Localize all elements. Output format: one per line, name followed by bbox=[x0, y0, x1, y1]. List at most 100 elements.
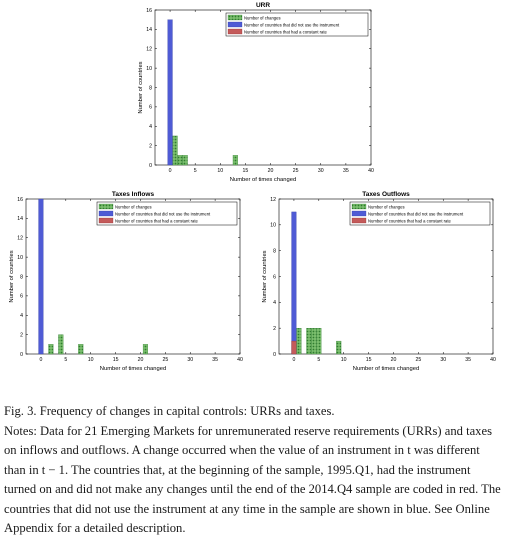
x-tick-label: 40 bbox=[368, 168, 374, 174]
y-tick-label: 6 bbox=[273, 274, 276, 280]
chart-panel-1: URR 0 5 10 15 20 25 30 35 40 0 2 4 6 8 10 12 14 16 Number o… bbox=[138, 2, 374, 183]
y-tick-label: 8 bbox=[273, 248, 276, 254]
chart-title: URR bbox=[256, 2, 270, 9]
bar-series-2 bbox=[167, 19, 173, 166]
x-tick-label: 5 bbox=[64, 357, 67, 363]
caption-notes: Notes: Data for 21 Emerging Markets for … bbox=[4, 423, 501, 536]
x-axis-label: Number of times changed bbox=[353, 366, 419, 372]
legend-entry: Number of changes bbox=[115, 204, 152, 209]
y-tick-label: 6 bbox=[149, 105, 152, 111]
y-tick-label: 10 bbox=[17, 255, 23, 261]
x-tick-label: 40 bbox=[237, 357, 243, 363]
x-axis-label: Number of times changed bbox=[230, 177, 296, 183]
bar-series-2 bbox=[291, 211, 297, 355]
legend-entry: Number of countries that had a constant … bbox=[115, 218, 199, 223]
bar-series-3 bbox=[291, 340, 297, 355]
legend-swatch bbox=[351, 210, 367, 217]
chart-title: Taxes Inflows bbox=[112, 191, 155, 198]
y-tick-label: 16 bbox=[146, 8, 152, 14]
legend-entry: Number of changes bbox=[368, 204, 405, 209]
x-tick-label: 20 bbox=[138, 357, 144, 363]
x-tick-label: 25 bbox=[293, 168, 299, 174]
y-tick-label: 14 bbox=[17, 216, 23, 222]
y-tick-label: 4 bbox=[149, 124, 152, 130]
x-tick-label: 30 bbox=[187, 357, 193, 363]
x-tick-label: 20 bbox=[268, 168, 274, 174]
chart-title: Taxes Outflows bbox=[362, 191, 410, 198]
legend-box bbox=[225, 12, 369, 37]
y-tick-label: 2 bbox=[149, 143, 152, 149]
x-tick-label: 10 bbox=[217, 168, 223, 174]
x-tick-label: 35 bbox=[465, 357, 471, 363]
x-tick-label: 10 bbox=[341, 357, 347, 363]
y-tick-label: 8 bbox=[20, 274, 23, 280]
legend-swatch bbox=[98, 217, 114, 224]
bar-series-1 bbox=[232, 155, 238, 166]
x-tick-label: 25 bbox=[415, 357, 421, 363]
y-tick-label: 2 bbox=[20, 332, 23, 338]
bar-series-1 bbox=[58, 334, 64, 355]
x-tick-label: 0 bbox=[39, 357, 42, 363]
y-tick-label: 12 bbox=[270, 197, 276, 203]
y-tick-label: 10 bbox=[146, 66, 152, 72]
legend-swatch bbox=[98, 203, 114, 210]
x-tick-label: 25 bbox=[162, 357, 168, 363]
y-tick-label: 14 bbox=[146, 27, 152, 33]
bar-series-1 bbox=[142, 344, 148, 355]
bar-series-1 bbox=[306, 328, 312, 355]
y-tick-label: 2 bbox=[273, 326, 276, 332]
y-tick-label: 4 bbox=[20, 313, 23, 319]
legend-entry: Number of countries that did not use the… bbox=[115, 211, 211, 216]
bar-series-1 bbox=[48, 344, 54, 355]
legend-swatch bbox=[351, 203, 367, 210]
legend-entry: Number of countries that did not use the… bbox=[368, 211, 464, 216]
bar-series-2 bbox=[38, 198, 44, 355]
y-tick-label: 12 bbox=[146, 47, 152, 53]
legend-box bbox=[349, 201, 491, 226]
x-axis-label: Number of times changed bbox=[100, 366, 166, 372]
legend-entry: Number of changes bbox=[244, 15, 281, 20]
legend-swatch bbox=[227, 14, 243, 21]
y-tick-label: 0 bbox=[273, 352, 276, 358]
figure-caption: Fig. 3. Frequency of changes in capital … bbox=[4, 402, 502, 539]
y-axis-label: Number of countries bbox=[9, 250, 15, 302]
legend-entry: Number of countries that had a constant … bbox=[244, 29, 328, 34]
bar-series-1 bbox=[182, 155, 188, 166]
x-tick-label: 30 bbox=[440, 357, 446, 363]
y-tick-label: 12 bbox=[17, 236, 23, 242]
y-axis-label: Number of countries bbox=[138, 61, 144, 113]
x-tick-label: 40 bbox=[490, 357, 496, 363]
x-tick-label: 5 bbox=[317, 357, 320, 363]
x-tick-label: 35 bbox=[212, 357, 218, 363]
x-tick-label: 0 bbox=[292, 357, 295, 363]
caption-title: Fig. 3. Frequency of changes in capital … bbox=[4, 404, 335, 418]
bar-series-1 bbox=[311, 328, 317, 355]
x-tick-label: 5 bbox=[194, 168, 197, 174]
legend-entry: Number of countries that had a constant … bbox=[368, 218, 452, 223]
bar-series-1 bbox=[316, 328, 322, 355]
y-tick-label: 8 bbox=[149, 85, 152, 91]
bar-series-1 bbox=[177, 155, 183, 166]
chart-panel-2: Taxes Inflows 0 5 10 15 20 25 30 35 40 0 2 4 6 8 10 12 14… bbox=[9, 191, 243, 372]
x-tick-label: 20 bbox=[391, 357, 397, 363]
y-tick-label: 6 bbox=[20, 294, 23, 300]
legend-swatch bbox=[98, 210, 114, 217]
y-tick-label: 4 bbox=[273, 300, 276, 306]
y-tick-label: 10 bbox=[270, 223, 276, 229]
x-tick-label: 30 bbox=[318, 168, 324, 174]
chart-panel-3: Taxes Outflows 0 5 10 15 20 25 30 35 40 0 2 4 6 8 10 12 N… bbox=[262, 191, 496, 372]
x-tick-label: 35 bbox=[343, 168, 349, 174]
y-tick-label: 0 bbox=[20, 352, 23, 358]
bar-series-1 bbox=[296, 328, 302, 355]
x-tick-label: 0 bbox=[169, 168, 172, 174]
y-tick-label: 16 bbox=[17, 197, 23, 203]
bar-series-1 bbox=[78, 344, 84, 355]
x-tick-label: 15 bbox=[243, 168, 249, 174]
x-tick-label: 15 bbox=[366, 357, 372, 363]
bar-series-1 bbox=[172, 135, 178, 166]
legend-swatch bbox=[351, 217, 367, 224]
bar-series-1 bbox=[336, 340, 342, 355]
legend-swatch bbox=[227, 21, 243, 28]
y-axis-label: Number of countries bbox=[262, 250, 268, 302]
